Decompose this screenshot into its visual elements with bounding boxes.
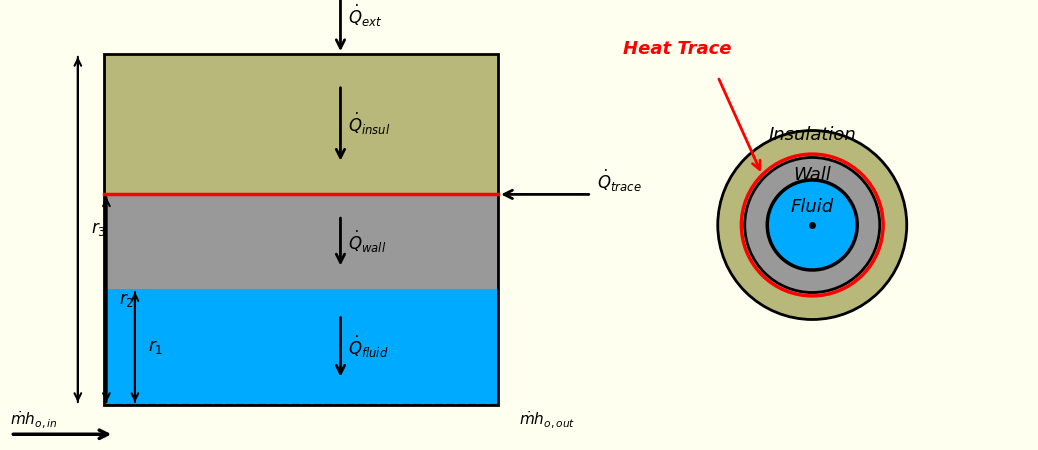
Circle shape — [717, 130, 907, 320]
Circle shape — [744, 158, 880, 292]
Text: $r_2$: $r_2$ — [119, 291, 135, 309]
Bar — [104, 54, 498, 194]
Text: $\dot{m}h_{o,out}$: $\dot{m}h_{o,out}$ — [519, 410, 575, 432]
Text: $r_3$: $r_3$ — [91, 220, 106, 238]
Text: Fluid: Fluid — [791, 198, 834, 216]
Text: $\dot{Q}_{ext}$: $\dot{Q}_{ext}$ — [348, 3, 382, 29]
Text: $\dot{Q}_{fluid}$: $\dot{Q}_{fluid}$ — [348, 334, 389, 360]
Text: $\dot{m}h_{o,in}$: $\dot{m}h_{o,in}$ — [10, 410, 58, 432]
Text: Wall: Wall — [793, 166, 831, 184]
Text: $r_1$: $r_1$ — [147, 338, 163, 356]
Text: $\dot{Q}_{wall}$: $\dot{Q}_{wall}$ — [348, 229, 386, 255]
Bar — [104, 194, 498, 289]
Circle shape — [767, 180, 857, 270]
Bar — [104, 54, 498, 405]
Bar — [104, 289, 498, 405]
Text: $\dot{Q}_{trace}$: $\dot{Q}_{trace}$ — [597, 168, 641, 194]
Text: Insulation: Insulation — [768, 126, 856, 144]
Text: Heat Trace: Heat Trace — [623, 40, 732, 58]
Text: $\dot{Q}_{insul}$: $\dot{Q}_{insul}$ — [348, 111, 390, 137]
